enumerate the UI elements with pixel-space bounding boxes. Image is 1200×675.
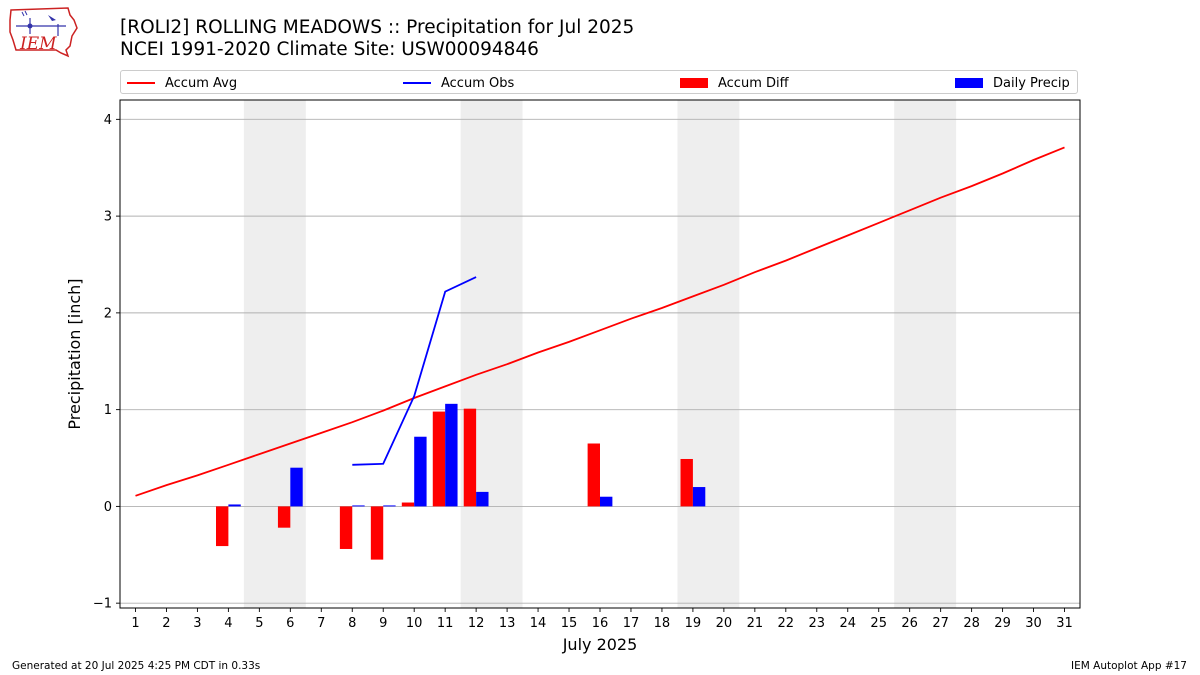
x-tick-label: 30 xyxy=(1025,616,1042,631)
legend-item-daily-precip: Daily Precip xyxy=(955,75,1070,91)
x-tick-label: 29 xyxy=(994,616,1011,631)
x-tick-label: 25 xyxy=(870,616,887,631)
legend-swatch-accum-obs xyxy=(403,82,431,84)
x-axis-label: July 2025 xyxy=(562,635,638,654)
daily-precip-bar xyxy=(290,467,303,507)
x-tick-label: 15 xyxy=(561,616,578,631)
x-tick-label: 26 xyxy=(901,616,918,631)
iowa-weather-station-logo-icon: IEM xyxy=(9,7,78,58)
x-tick-label: 5 xyxy=(255,616,263,631)
chart-legend: Accum Avg Accum Obs Accum Diff Daily Pre… xyxy=(120,70,1078,94)
x-tick-label: 27 xyxy=(932,616,949,631)
daily-precip-bar xyxy=(414,436,427,507)
x-tick-label: 6 xyxy=(286,616,294,631)
x-tick-label: 14 xyxy=(530,616,547,631)
x-tick-label: 11 xyxy=(437,616,454,631)
x-tick-label: 22 xyxy=(778,616,795,631)
chart-title-block: [ROLI2] ROLLING MEADOWS :: Precipitation… xyxy=(120,17,634,61)
y-tick-label: 4 xyxy=(104,113,112,128)
accum-diff-bar xyxy=(277,506,291,528)
legend-swatch-accum-diff xyxy=(680,78,708,88)
legend-item-accum-avg: Accum Avg xyxy=(127,75,237,91)
x-tick-label: 1 xyxy=(131,616,139,631)
x-tick-label: 7 xyxy=(317,616,325,631)
daily-precip-bar xyxy=(600,496,613,507)
legend-label: Accum Avg xyxy=(165,75,238,91)
x-tick-label: 20 xyxy=(716,616,733,631)
x-tick-label: 24 xyxy=(839,616,856,631)
weekend-shade xyxy=(677,100,740,608)
daily-precip-bar xyxy=(228,504,241,507)
x-tick-label: 31 xyxy=(1056,616,1073,631)
x-tick-label: 16 xyxy=(592,616,609,631)
weekend-shade xyxy=(460,100,523,608)
x-tick-label: 4 xyxy=(224,616,232,631)
daily-precip-bar xyxy=(352,505,365,507)
generated-timestamp: Generated at 20 Jul 2025 4:25 PM CDT in … xyxy=(12,660,261,672)
x-tick-label: 21 xyxy=(747,616,764,631)
iem-logo: IEM xyxy=(8,6,80,58)
legend-label: Daily Precip xyxy=(993,75,1070,91)
x-tick-label: 10 xyxy=(406,616,423,631)
legend-swatch-daily-precip xyxy=(955,78,983,88)
y-tick-label: −1 xyxy=(93,597,112,612)
legend-swatch-accum-avg xyxy=(127,82,155,84)
x-tick-label: 8 xyxy=(348,616,356,631)
x-tick-label: 17 xyxy=(623,616,640,631)
accum-diff-bar xyxy=(587,443,600,507)
x-tick-label: 9 xyxy=(379,616,387,631)
app-credit: IEM Autoplot App #17 xyxy=(1071,660,1187,672)
accum-obs-line xyxy=(352,276,477,466)
accum-diff-bar xyxy=(680,458,693,507)
chart-subtitle: NCEI 1991-2020 Climate Site: USW00094846 xyxy=(120,39,539,60)
svg-text:IEM: IEM xyxy=(19,34,57,54)
accum-diff-bar xyxy=(370,506,384,560)
x-tick-label: 28 xyxy=(963,616,980,631)
x-tick-label: 2 xyxy=(162,616,170,631)
weekend-shade xyxy=(894,100,957,608)
daily-precip-bar xyxy=(445,403,458,507)
accum-diff-bar xyxy=(216,506,229,547)
accum-diff-bar xyxy=(401,502,415,507)
y-axis-label: Precipitation [inch] xyxy=(65,278,84,429)
weekend-shade xyxy=(243,100,306,608)
legend-item-accum-diff: Accum Diff xyxy=(680,75,789,91)
y-tick-label: 2 xyxy=(104,306,112,321)
x-tick-label: 19 xyxy=(685,616,702,631)
x-tick-label: 18 xyxy=(654,616,671,631)
x-tick-label: 3 xyxy=(193,616,201,631)
y-tick-label: 0 xyxy=(104,500,112,515)
plot-frame xyxy=(119,99,1081,609)
daily-precip-bar xyxy=(692,487,706,507)
y-tick-label: 1 xyxy=(104,403,112,418)
chart-title: [ROLI2] ROLLING MEADOWS :: Precipitation… xyxy=(120,17,635,38)
y-tick-label: 3 xyxy=(104,210,112,225)
legend-item-accum-obs: Accum Obs xyxy=(403,75,514,91)
accum-diff-bar xyxy=(339,506,353,549)
accum-avg-line xyxy=(135,146,1065,497)
x-tick-label: 12 xyxy=(468,616,485,631)
accum-diff-bar xyxy=(463,408,477,507)
x-tick-label: 23 xyxy=(809,616,826,631)
x-tick-label: 13 xyxy=(499,616,516,631)
daily-precip-bar xyxy=(476,491,489,507)
legend-label: Accum Obs xyxy=(441,75,515,91)
daily-precip-bar xyxy=(383,505,396,507)
accum-diff-bar xyxy=(432,411,446,507)
legend-label: Accum Diff xyxy=(718,75,789,91)
